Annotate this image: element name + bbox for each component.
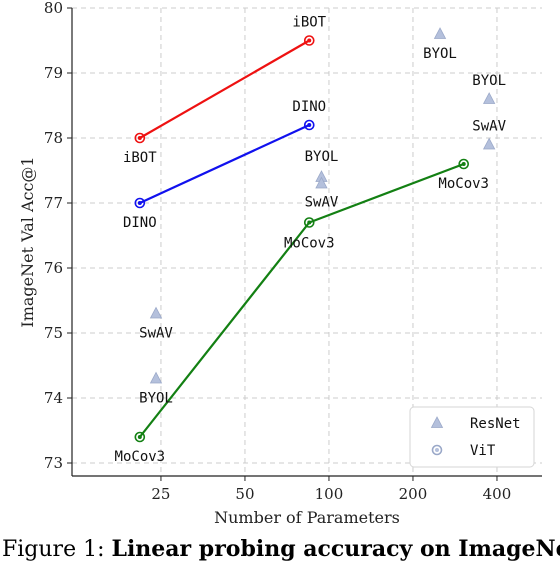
point-label: BYOL (305, 149, 339, 165)
point-label: BYOL (423, 46, 457, 62)
resnet-marker (482, 92, 496, 104)
legend-label-resnet: ResNet (470, 416, 521, 432)
vit-marker-dot (307, 220, 312, 225)
legend-vit-marker-dot (435, 448, 439, 452)
series-line-mocov3 (138, 162, 465, 438)
vit-marker-mocov3 (303, 217, 315, 228)
vit-marker-mocov3 (458, 158, 470, 170)
point-label: iBOT (292, 15, 326, 31)
point-label: BYOL (472, 73, 506, 89)
y-axis-label: ImageNet Val Acc@1 (18, 156, 37, 327)
axes: 73 74 75 76 77 78 79 80 25 50 100 200 400 Number of P… (18, 0, 542, 527)
x-axis-label: Number of Parameters (214, 508, 400, 527)
resnet-marker (315, 176, 328, 189)
y-tick-label: 80 (44, 0, 63, 17)
x-tick-label: 100 (315, 485, 344, 503)
point-label: MoCov3 (438, 176, 489, 192)
point-label: SwAV (139, 326, 173, 342)
y-tick-label: 77 (44, 194, 63, 212)
point-label: BYOL (139, 391, 173, 407)
vit-marker-ibot (303, 35, 315, 46)
vit-marker-dot (137, 201, 142, 205)
figure-caption: Figure 1: Linear probing accuracy on Ima… (2, 536, 560, 562)
series-line-ibot (139, 39, 310, 139)
point-label: SwAV (305, 195, 339, 211)
resnet-marker (149, 306, 163, 319)
point-label: MoCov3 (115, 449, 166, 465)
caption-prefix: Figure 1: (2, 537, 112, 562)
series-line-dino (139, 124, 310, 204)
legend: ResNet ViT (409, 406, 535, 468)
vit-marker-dino (134, 197, 146, 209)
resnet-marker (482, 137, 496, 150)
vit-marker-mocov3 (134, 431, 146, 443)
y-tick-label: 76 (44, 259, 63, 277)
point-label: MoCov3 (284, 236, 335, 252)
vit-marker-dot (461, 162, 466, 166)
resnet-marker (149, 371, 163, 384)
point-label: DINO (292, 99, 326, 115)
y-tick-label: 73 (44, 454, 63, 472)
y-tick-label: 78 (44, 129, 63, 147)
point-label: iBOT (123, 150, 157, 166)
vit-marker-dot (137, 435, 142, 439)
x-tick-label: 200 (399, 485, 428, 503)
point-labels: iBOT iBOT DINO DINO MoCov3 MoCov3 MoCov3 SwAV BY… (115, 15, 507, 466)
point-label: DINO (123, 215, 157, 231)
point-label: SwAV (472, 119, 506, 135)
legend-label-vit: ViT (470, 443, 496, 459)
x-tick-label: 50 (235, 485, 254, 503)
grid-lines (72, 7, 542, 476)
y-tick-label: 74 (44, 389, 63, 407)
series-layer (134, 27, 496, 443)
vit-marker-ibot (134, 132, 146, 144)
y-tick-label: 75 (44, 324, 63, 342)
vit-marker-dot (307, 123, 312, 127)
vit-marker-dot (307, 38, 312, 43)
vit-marker-dino (303, 119, 315, 131)
legend-vit-marker (431, 444, 443, 456)
y-tick-label: 79 (44, 64, 63, 82)
legend-resnet-marker (430, 416, 444, 428)
x-tick-label: 25 (151, 485, 170, 503)
x-tick-label: 400 (483, 485, 512, 503)
caption-bold: Linear probing accuracy on ImageNet (111, 536, 560, 562)
vit-marker-dot (137, 136, 142, 140)
resnet-marker (433, 27, 447, 39)
